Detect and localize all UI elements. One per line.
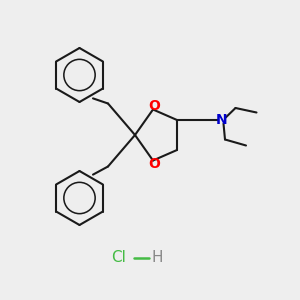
Text: O: O <box>148 158 160 171</box>
Text: Cl: Cl <box>111 250 126 266</box>
Text: O: O <box>148 99 160 112</box>
Text: H: H <box>152 250 163 266</box>
Text: N: N <box>216 113 228 127</box>
